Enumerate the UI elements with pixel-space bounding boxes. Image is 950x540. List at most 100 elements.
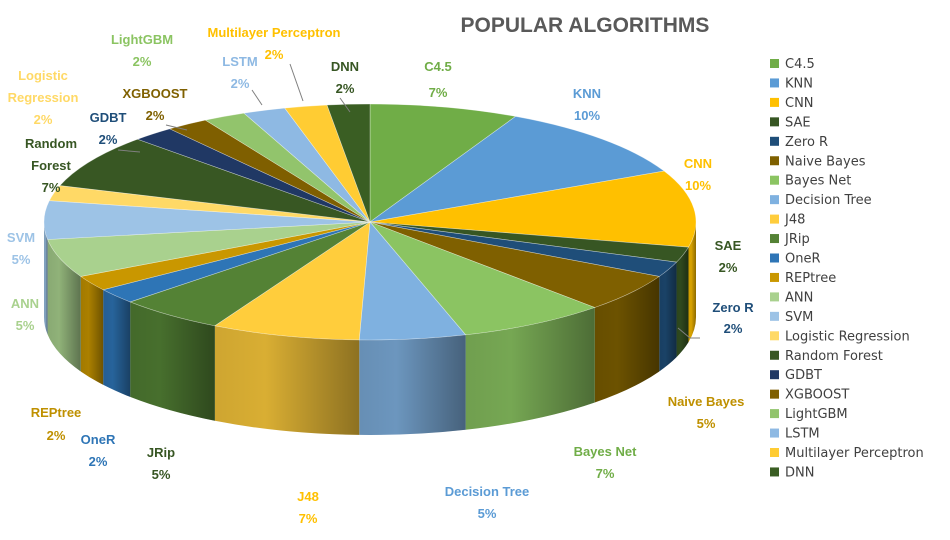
slice-side-shade-bayes-net	[465, 307, 595, 430]
legend-label-xgboost: XGBOOST	[785, 388, 849, 403]
data-label-value-ann: 5%	[16, 318, 35, 333]
data-label-value-reptree: 2%	[47, 428, 66, 443]
legend-swatch-xgboost	[770, 389, 779, 399]
legend-label-sae: SAE	[785, 115, 811, 130]
legend-item-multilayer-perceptron: Multilayer Perceptron	[770, 446, 924, 461]
data-label-value-lightgbm: 2%	[133, 54, 152, 69]
legend-swatch-knn	[770, 78, 779, 88]
data-label-value-decision-tree: 5%	[478, 506, 497, 521]
data-label-value-sae: 2%	[719, 260, 738, 275]
legend-item-random-forest: Random Forest	[770, 349, 883, 364]
slice-c4-5	[369, 103, 517, 223]
slice-side-shade-zero-r	[659, 262, 677, 372]
legend-item-sae: SAE	[770, 115, 811, 130]
data-label-value-cnn: 10%	[685, 178, 711, 193]
legend-item-j48: J48	[770, 213, 805, 228]
data-label-sae: SAE	[715, 238, 742, 253]
data-label-value-dnn: 2%	[336, 81, 355, 96]
legend-item-ann: ANN	[770, 290, 813, 305]
legend-swatch-lightgbm	[770, 409, 779, 419]
legend-label-lightgbm: LightGBM	[785, 407, 848, 422]
slice-side-shade-svm	[44, 222, 48, 335]
slice-knn	[369, 116, 665, 223]
slice-side-shade-cnn	[688, 222, 696, 343]
legend-label-c4-5: C4.5	[785, 57, 815, 72]
data-label-value-jrip: 5%	[152, 467, 171, 482]
data-label-reptree: REPtree	[31, 405, 82, 420]
data-label-random-forest-line2: Forest	[31, 158, 71, 173]
legend-swatch-bayes-net	[770, 175, 779, 185]
data-label-knn: KNN	[573, 86, 601, 101]
legend-label-zero-r: Zero R	[785, 135, 828, 150]
data-label-value-logistic-regression: 2%	[34, 112, 53, 127]
data-label-jrip: JRip	[147, 445, 175, 460]
legend-label-bayes-net: Bayes Net	[785, 174, 851, 189]
data-label-zero-r: Zero R	[712, 300, 754, 315]
legend-swatch-sae	[770, 117, 779, 127]
data-label-value-lstm: 2%	[231, 76, 250, 91]
leader-line-dnn	[339, 97, 351, 113]
data-label-ann: ANN	[11, 296, 39, 311]
legend: C4.5 KNN CNN SAE Zero R Naive Bayes Bayes Net D…	[770, 57, 924, 480]
legend-label-knn: KNN	[785, 76, 813, 91]
legend-swatch-naive-bayes	[770, 156, 779, 166]
legend-label-cnn: CNN	[785, 96, 814, 111]
data-label-lightgbm: LightGBM	[111, 32, 173, 47]
leader-line-zero-r	[677, 327, 700, 339]
slice-dnn	[326, 103, 371, 223]
data-label-value-j48: 7%	[299, 511, 318, 526]
legend-label-logistic-regression: Logistic Regression	[785, 329, 910, 344]
leader-lines	[117, 63, 700, 339]
legend-swatch-ann	[770, 292, 779, 302]
legend-label-decision-tree: Decision Tree	[785, 193, 872, 208]
slice-side-shade-j48	[214, 325, 360, 435]
legend-item-cnn: CNN	[770, 96, 814, 111]
pie-slices	[43, 103, 697, 341]
leader-line-lstm	[251, 89, 263, 106]
legend-label-multilayer-perceptron: Multilayer Perceptron	[785, 446, 924, 461]
data-label-multilayer-perceptron: Multilayer Perceptron	[208, 25, 341, 40]
data-label-naive-bayes: Naive Bayes	[668, 394, 745, 409]
data-label-c4-5: C4.5	[424, 59, 451, 74]
data-label-logistic-regression-line1: Logistic	[18, 68, 68, 83]
data-label-value-bayes-net: 7%	[596, 466, 615, 481]
slice-side-shade-oner	[103, 289, 131, 397]
legend-item-reptree: REPtree	[770, 271, 836, 286]
data-label-value-random-forest: 7%	[42, 180, 61, 195]
legend-swatch-jrip	[770, 234, 779, 244]
slice-side-shade-sae	[676, 247, 689, 358]
legend-swatch-reptree	[770, 272, 779, 282]
data-label-bayes-net: Bayes Net	[574, 444, 638, 459]
legend-label-svm: SVM	[785, 310, 813, 325]
data-label-cnn: CNN	[684, 156, 712, 171]
legend-item-dnn: DNN	[770, 465, 814, 480]
legend-item-xgboost: XGBOOST	[770, 388, 849, 403]
data-label-xgboost: XGBOOST	[122, 86, 187, 101]
slice-j48	[214, 221, 371, 341]
legend-swatch-lstm	[770, 428, 779, 438]
data-label-value-svm: 5%	[12, 252, 31, 267]
legend-swatch-zero-r	[770, 136, 779, 146]
legend-item-svm: SVM	[770, 310, 813, 325]
data-label-value-zero-r: 2%	[724, 321, 743, 336]
data-label-value-c4-5: 7%	[429, 85, 448, 100]
slice-side-shade-naive-bayes	[594, 276, 660, 403]
leader-line-xgboost	[165, 124, 188, 131]
data-label-value-gdbt: 2%	[99, 132, 118, 147]
legend-item-zero-r: Zero R	[770, 135, 828, 150]
data-label-dnn: DNN	[331, 59, 359, 74]
legend-swatch-svm	[770, 311, 779, 321]
data-label-value-multilayer-perceptron: 2%	[265, 47, 284, 62]
data-label-random-forest-line1: Random	[25, 136, 77, 151]
legend-swatch-dnn	[770, 467, 779, 477]
legend-item-c4-5: C4.5	[770, 57, 815, 72]
slice-random-forest	[59, 138, 371, 223]
slice-side-shade-jrip	[130, 301, 215, 421]
legend-swatch-oner	[770, 253, 779, 263]
pie-sides	[44, 222, 696, 435]
legend-item-knn: KNN	[770, 76, 813, 91]
legend-label-j48: J48	[784, 213, 805, 228]
legend-swatch-cnn	[770, 97, 779, 107]
legend-swatch-logistic-regression	[770, 331, 779, 341]
